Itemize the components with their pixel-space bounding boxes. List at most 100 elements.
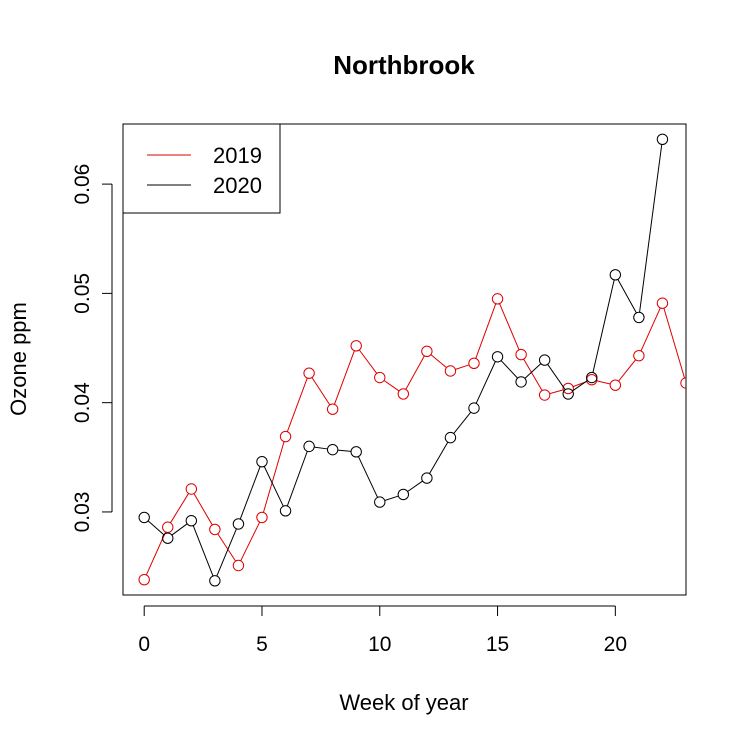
series-2019-point [491,293,504,305]
series-2020-segment [337,449,352,452]
series-2020-segment [547,364,566,390]
y-tick-label: 0.06 [71,164,94,205]
series-2019-segment [193,493,213,526]
series-2019-segment [311,377,331,406]
series-2019-point [303,367,315,379]
series-2020-point [256,455,268,468]
series-2020-point [491,351,504,363]
legend-label-2019: 2019 [213,143,262,168]
series-2019-point [515,348,527,361]
series-2019-segment [499,303,520,350]
series-2019-point [609,379,622,391]
series-2019-point [256,511,268,524]
series-2019-point [350,340,362,352]
series-2020-point [656,133,669,145]
series-2019-point [538,389,551,401]
series-2019-point [468,357,480,370]
series-2020-segment [429,441,449,474]
x-axis-label: Week of year [339,690,468,715]
chart-legend: 2019 2020 [122,123,281,214]
series-2020-point [562,388,574,400]
series-2020-point [138,511,150,524]
series-2020-point [279,505,292,517]
series-2020-point [538,354,551,366]
series-2019-point [421,345,433,358]
series-2020-segment [384,495,399,501]
series-2020-point [633,311,645,324]
series-2019-point [680,377,686,389]
series-2019-segment [333,350,355,405]
y-tick-label: 0.04 [71,382,94,423]
series-2020-point [326,443,339,456]
series-2019-point [326,403,339,415]
series-2020-segment [286,451,308,507]
legend-label-2020: 2020 [213,173,262,198]
series-2020-segment [192,525,214,577]
series-2020-segment [314,446,328,450]
series-2020-point [232,518,245,530]
legend-box [122,123,281,214]
series-2019-segment [618,359,637,382]
series-2019-segment [663,308,686,379]
series-2020-segment [407,480,423,492]
series-2019-point [562,382,574,395]
series-2019-segment [596,380,611,385]
series-2020-segment [171,523,188,536]
series-2020-segment [475,361,496,404]
series-2020-segment [592,279,615,373]
chart-title: Northbrook [333,50,475,80]
series-2019-segment [262,441,285,513]
series-2019-segment [358,349,378,374]
series-2019-point [138,574,150,586]
series-2020 [138,133,669,587]
series-2019-point [232,559,245,572]
series-2020-segment [216,528,237,577]
x-tick-label: 0 [138,633,150,656]
series-2020-segment [453,411,472,434]
series-2019-point [444,365,457,377]
series-2020-point [162,532,174,544]
series-2019-point [209,523,221,536]
series-2019-segment [430,354,447,369]
series-2020-point [468,402,480,414]
series-2019-point [185,483,198,495]
series-2020-segment [357,456,379,498]
series-2020-point [350,446,362,458]
series-2019-point [279,430,292,443]
series-2020-segment [524,363,542,379]
series-2019-point [656,297,669,309]
y-axis-label: Ozone ppm [6,302,31,416]
y-tick-label: 0.05 [71,273,94,314]
series-2020-segment [639,144,663,313]
series-2019-segment [286,377,308,432]
x-tick-label: 10 [368,633,391,656]
series-2020-segment [500,360,518,379]
series-2020-point [397,488,410,501]
series-2020-segment [147,520,165,536]
series-2019-segment [217,533,237,562]
series-2020-point [185,514,198,527]
x-tick-label: 5 [256,633,268,656]
series-2019-point [162,521,174,533]
series-2020-segment [263,466,284,507]
series-2019-segment [523,358,543,391]
plot-frame [122,123,687,596]
series-2020-segment [617,279,637,314]
series-2019-point [374,371,386,384]
series-2019-segment [475,303,497,359]
series-2020-point [209,575,221,587]
series-2019-segment [549,389,564,395]
x-tick-label: 20 [604,633,627,656]
series-2019-segment [405,355,425,390]
series-2020-point [586,371,598,384]
series-2020-point [609,269,622,281]
y-tick-label: 0.03 [71,492,94,533]
series-2019-segment [455,364,470,370]
series-2020-point [374,496,386,508]
series-2020-point [421,472,433,484]
series-2019 [138,293,686,586]
series-2019-segment [640,307,661,352]
series-2019-point [397,388,410,400]
x-tick-label: 15 [486,633,509,656]
